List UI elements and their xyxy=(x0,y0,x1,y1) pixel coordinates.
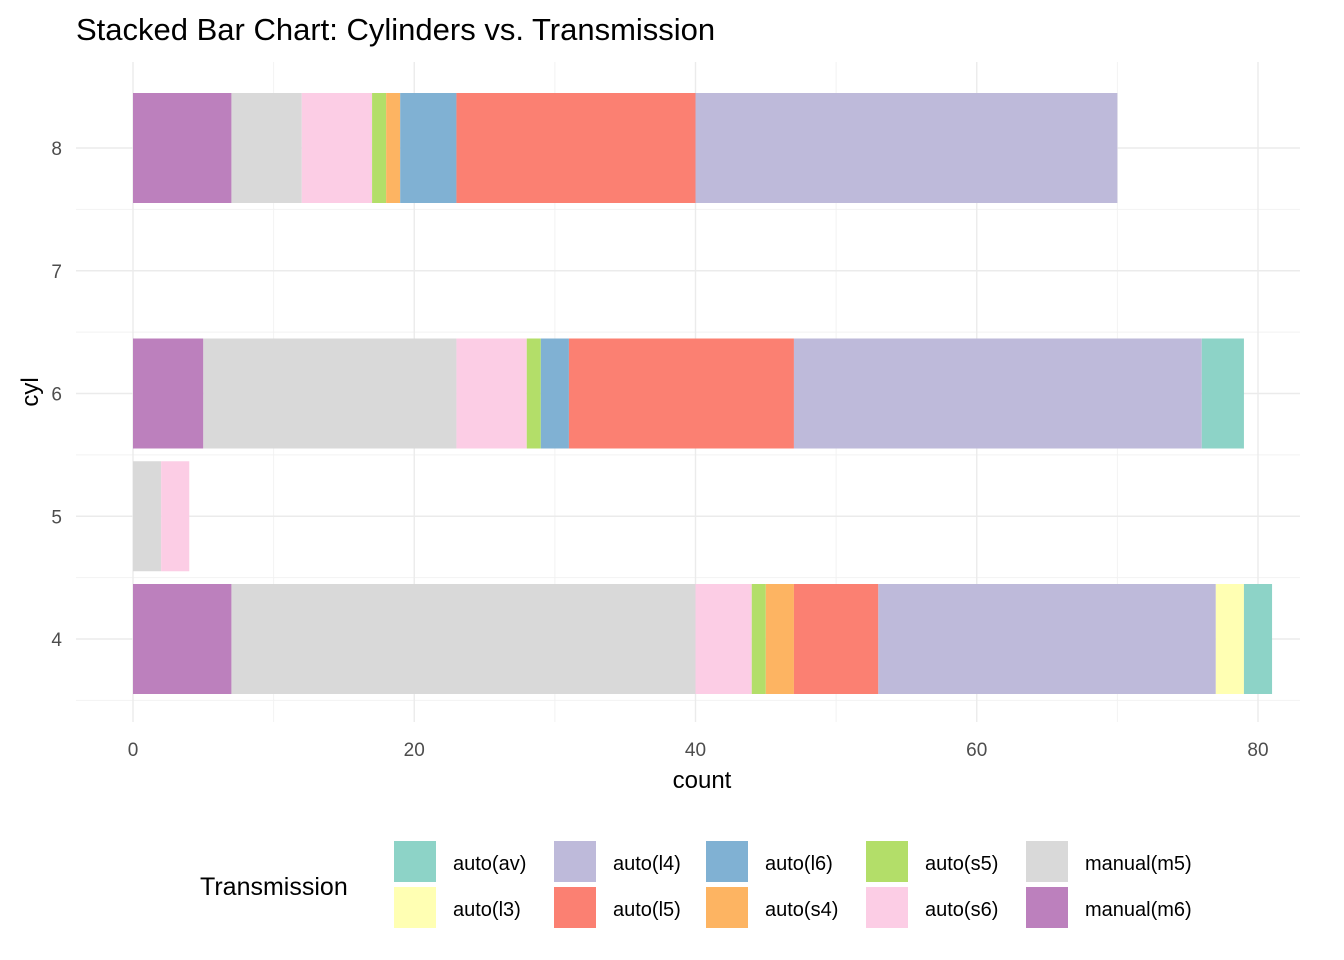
bar-segment-cyl6-auto-s6 xyxy=(456,338,527,449)
legend-label: auto(s4) xyxy=(765,899,838,921)
x-tick-label: 60 xyxy=(966,740,987,761)
bar-segment-cyl6-auto-l5 xyxy=(568,338,794,449)
legend-key xyxy=(1026,887,1068,928)
x-axis-ticks: 0 20 40 60 80 xyxy=(128,740,1269,761)
legend-title: Transmission xyxy=(200,873,348,901)
bar-segment-cyl4-auto-s5 xyxy=(751,584,766,694)
bar-segment-cyl8-auto-s5 xyxy=(372,93,387,203)
y-axis-title: cyl xyxy=(17,377,44,406)
legend-key xyxy=(706,887,748,928)
bar-segment-cyl8-auto-s6 xyxy=(301,93,373,203)
bars xyxy=(133,93,1273,694)
legend: Transmission auto(av) auto(l3) auto(l4) aut… xyxy=(200,841,1192,928)
bar-segment-cyl5-manual-m5 xyxy=(133,461,162,572)
bar-segment-cyl6-manual-m6 xyxy=(133,338,204,449)
legend-label: auto(l3) xyxy=(453,899,521,921)
x-axis-title: count xyxy=(673,767,732,794)
legend-key xyxy=(866,841,908,882)
legend-label: auto(l4) xyxy=(613,853,681,875)
legend-key xyxy=(554,841,596,882)
bar-segment-cyl8-manual-m6 xyxy=(133,93,232,203)
y-tick-label: 7 xyxy=(51,262,62,283)
bar-segment-cyl8-manual-m5 xyxy=(231,93,302,203)
bar-segment-cyl4-auto-av xyxy=(1243,584,1273,694)
legend-label: auto(s6) xyxy=(925,899,998,921)
legend-key xyxy=(866,887,908,928)
bar-segment-cyl5-auto-s6 xyxy=(161,461,190,572)
bar-segment-cyl8-auto-l5 xyxy=(456,93,696,203)
bar-segment-cyl4-manual-m6 xyxy=(133,584,232,694)
y-tick-label: 8 xyxy=(51,139,62,160)
chart-title: Stacked Bar Chart: Cylinders vs. Transmi… xyxy=(76,12,715,47)
legend-key xyxy=(394,841,436,882)
bar-segment-cyl6-auto-l4 xyxy=(793,338,1202,449)
bar-segment-cyl4-auto-l5 xyxy=(793,584,879,694)
bar-segment-cyl4-manual-m5 xyxy=(231,584,696,694)
y-tick-label: 5 xyxy=(51,507,62,528)
x-tick-label: 20 xyxy=(404,740,425,761)
x-tick-label: 80 xyxy=(1247,740,1268,761)
bar-segment-cyl8-auto-l6 xyxy=(400,93,457,203)
bar-segment-cyl4-auto-s6 xyxy=(695,584,752,694)
legend-label: manual(m6) xyxy=(1085,899,1192,921)
y-axis-ticks: 4 5 6 7 8 xyxy=(51,139,62,651)
bar-segment-cyl8-auto-l4 xyxy=(695,93,1118,203)
legend-key xyxy=(394,887,436,928)
bar-segment-cyl6-manual-m5 xyxy=(203,338,457,449)
legend-key xyxy=(1026,841,1068,882)
bar-segment-cyl8-auto-s4 xyxy=(386,93,401,203)
legend-label: manual(m5) xyxy=(1085,853,1192,875)
bar-segment-cyl4-auto-s4 xyxy=(765,584,794,694)
legend-key xyxy=(554,887,596,928)
y-tick-label: 6 xyxy=(51,385,62,406)
legend-key xyxy=(706,841,748,882)
x-tick-label: 0 xyxy=(128,740,139,761)
x-tick-label: 40 xyxy=(685,740,706,761)
bar-segment-cyl6-auto-l6 xyxy=(540,338,569,449)
y-tick-label: 4 xyxy=(51,630,62,651)
legend-label: auto(l6) xyxy=(765,853,833,875)
bar-segment-cyl6-auto-s5 xyxy=(526,338,541,449)
bar-segment-cyl4-auto-l4 xyxy=(878,584,1216,694)
bar-segment-cyl6-auto-av xyxy=(1201,338,1244,449)
legend-label: auto(av) xyxy=(453,853,526,875)
legend-label: auto(l5) xyxy=(613,899,681,921)
legend-label: auto(s5) xyxy=(925,853,998,875)
bar-segment-cyl4-auto-l3 xyxy=(1215,584,1244,694)
